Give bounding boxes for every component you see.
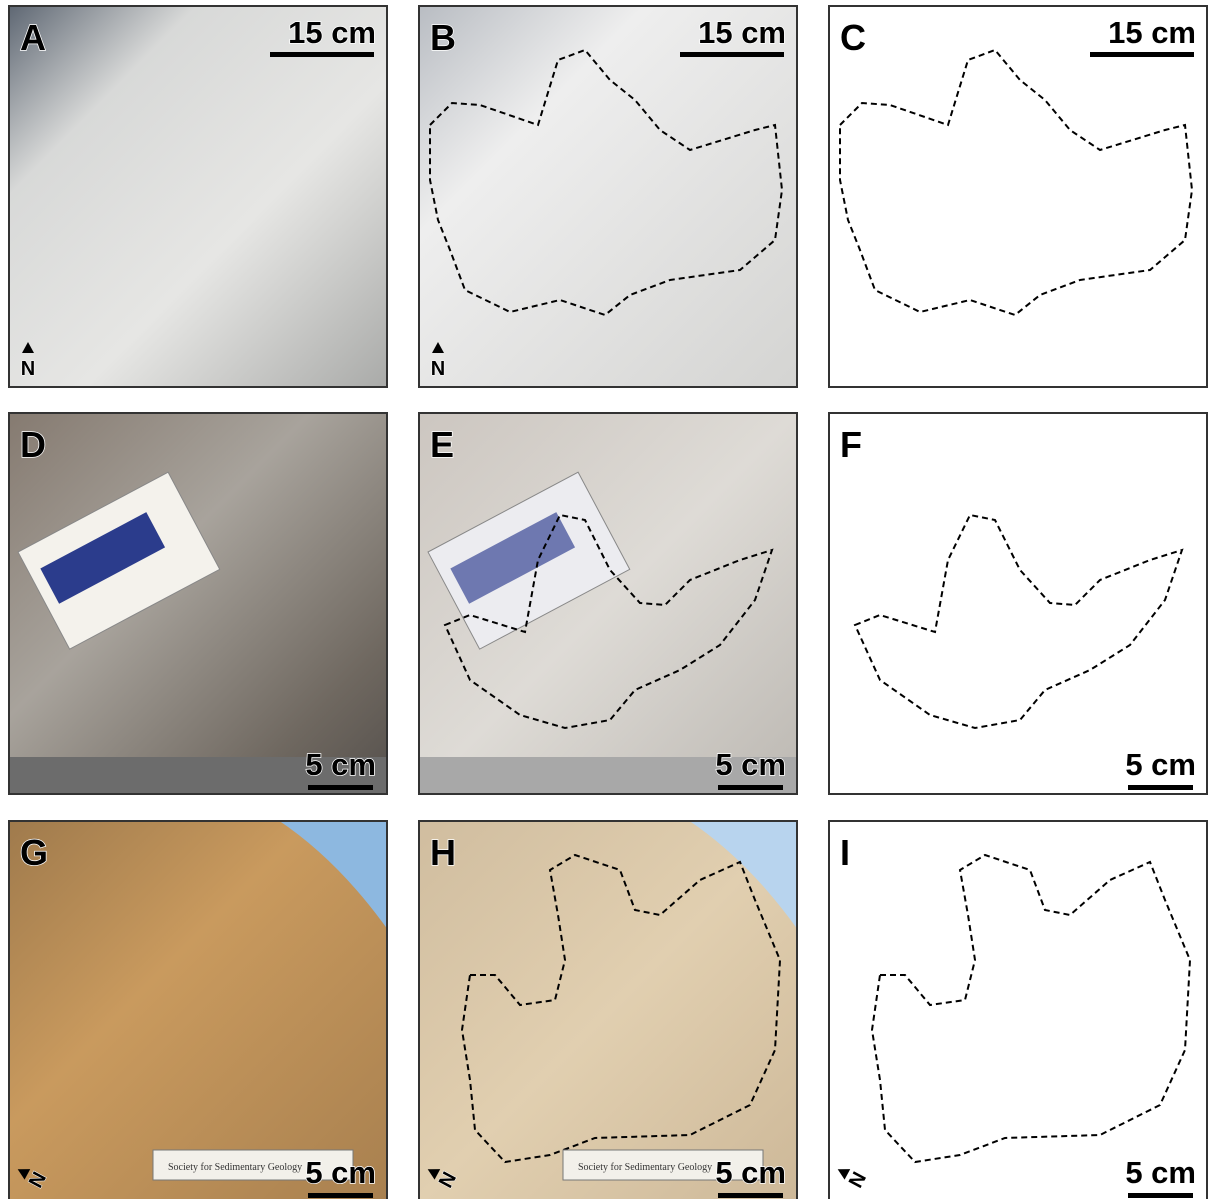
panel-label: G bbox=[20, 832, 48, 873]
panel-label: H bbox=[430, 832, 456, 873]
panel: A 15 cm N bbox=[8, 5, 388, 388]
panel: F 5 cm bbox=[828, 412, 1208, 795]
panel-label: I bbox=[840, 832, 850, 873]
photo bbox=[418, 5, 798, 388]
scale-label: 5 cm bbox=[1125, 1155, 1196, 1190]
panel-label: C bbox=[840, 17, 866, 58]
figure: A 15 cm N B 15 cm N C 15 cm D 5 cm E 5 cm F 5 cm G Soci… bbox=[0, 0, 1209, 1199]
panel-label: A bbox=[20, 17, 46, 58]
panel: I5 cmN bbox=[828, 820, 1208, 1199]
panel-bg bbox=[828, 5, 1208, 388]
panel-label: F bbox=[840, 424, 862, 465]
photo bbox=[8, 5, 388, 388]
scale-bar bbox=[1090, 52, 1194, 57]
scale-label: 5 cm bbox=[305, 1155, 376, 1190]
panel: C 15 cm bbox=[828, 5, 1208, 388]
scale-label: 5 cm bbox=[1125, 747, 1196, 782]
scale-label: 15 cm bbox=[1108, 15, 1196, 50]
panel-bg bbox=[828, 412, 1208, 795]
scale-card-text: Society for Sedimentary Geology bbox=[578, 1162, 712, 1173]
scale-bar bbox=[1128, 1193, 1193, 1198]
scale-label: 5 cm bbox=[715, 1155, 786, 1190]
panel: D 5 cm bbox=[8, 412, 388, 795]
panel-label: D bbox=[20, 424, 46, 465]
scale-bar bbox=[1128, 785, 1193, 790]
photo bbox=[418, 820, 798, 1199]
scale-bar bbox=[270, 52, 374, 57]
north-label: N bbox=[431, 358, 445, 380]
scale-card-text: Society for Sedimentary Geology bbox=[168, 1162, 302, 1173]
scale-label: 5 cm bbox=[715, 747, 786, 782]
panel: B 15 cm N bbox=[418, 5, 798, 388]
panel-bg bbox=[828, 820, 1208, 1199]
scale-bar bbox=[308, 1193, 373, 1198]
scale-bar bbox=[308, 785, 373, 790]
scale-label: 5 cm bbox=[305, 747, 376, 782]
panel: E 5 cm bbox=[418, 412, 798, 795]
photo bbox=[8, 820, 388, 1199]
panel-label: B bbox=[430, 17, 456, 58]
scale-label: 15 cm bbox=[288, 15, 376, 50]
scale-bar bbox=[718, 785, 783, 790]
scale-label: 15 cm bbox=[698, 15, 786, 50]
panel-label: E bbox=[430, 424, 454, 465]
scale-bar bbox=[718, 1193, 783, 1198]
scale-bar bbox=[680, 52, 784, 57]
north-label: N bbox=[21, 358, 35, 380]
